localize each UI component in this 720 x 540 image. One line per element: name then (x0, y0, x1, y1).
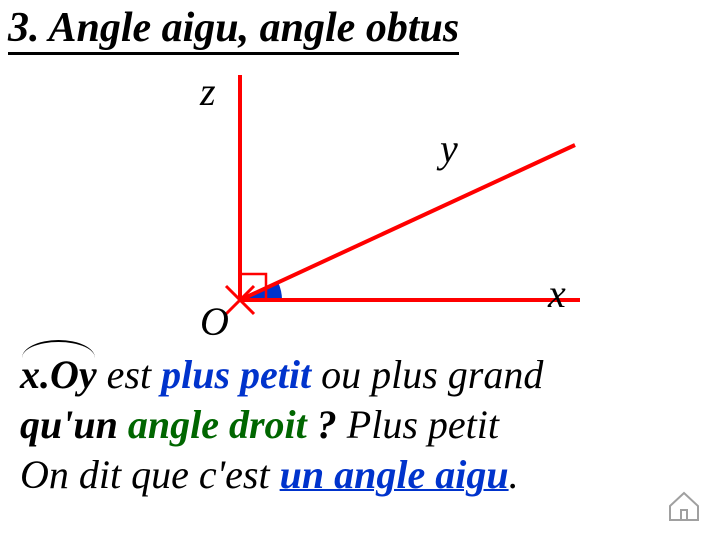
l2-b: angle droit (128, 402, 307, 447)
l1-rest: est (97, 352, 161, 397)
l2-c: ? (307, 402, 337, 447)
l3-c: . (509, 452, 519, 497)
label-x: x (548, 270, 566, 317)
l2-a: qu'un (20, 402, 128, 447)
home-icon[interactable] (666, 490, 702, 522)
l1-pluspetit: plus petit (161, 352, 311, 397)
label-z: z (200, 68, 216, 115)
l2-answer: Plus petit (337, 402, 499, 447)
diagram-svg (160, 70, 600, 330)
section-title: 3. Angle aigu, angle obtus (8, 6, 459, 55)
angle-diagram: z y x O (160, 70, 600, 330)
label-O: O (200, 298, 229, 345)
l1-tail: ou plus grand (311, 352, 543, 397)
angle-name-text: x.Oy (20, 352, 97, 397)
ray-oy (240, 145, 575, 300)
line-3: On dit que c'est un angle aigu. (20, 450, 700, 500)
arc-over-icon (22, 340, 95, 358)
l3-b: un angle aigu (280, 452, 509, 497)
line-1: x.Oy est plus petit ou plus grand (20, 350, 700, 400)
l3-a: On dit que c'est (20, 452, 280, 497)
angle-name: x.Oy (20, 350, 97, 400)
explanation-text: x.Oy est plus petit ou plus grand qu'un … (20, 350, 700, 500)
line-2: qu'un angle droit ? Plus petit (20, 400, 700, 450)
label-y: y (440, 125, 458, 172)
